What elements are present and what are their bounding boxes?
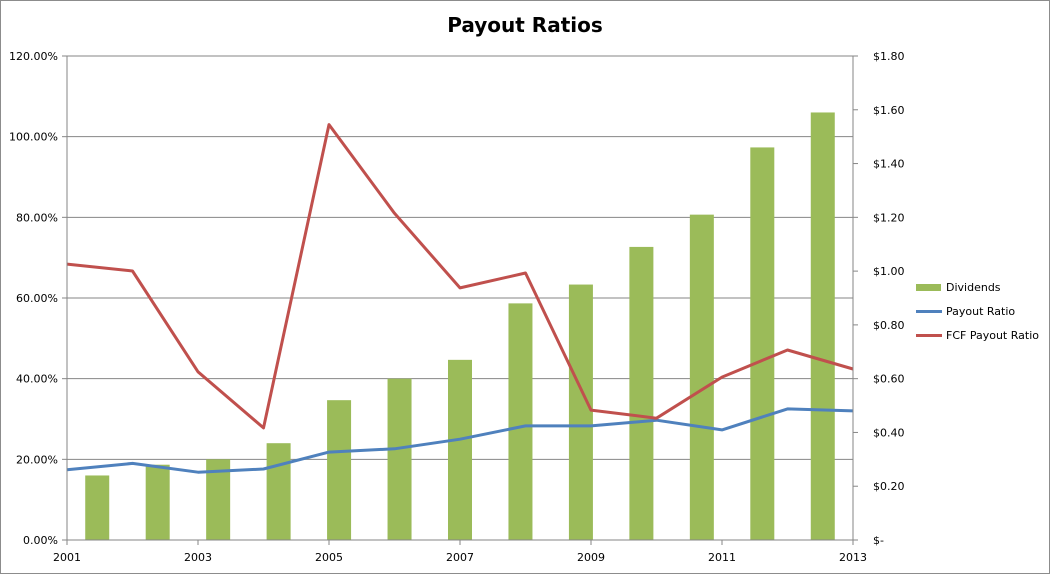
left-axis-label: 60.00% (16, 292, 58, 305)
bar-dividends (508, 303, 533, 540)
legend: Dividends Payout Ratio FCF Payout Ratio (916, 275, 1039, 347)
legend-item-payout-ratio: Payout Ratio (916, 299, 1039, 323)
bar-dividends (85, 475, 110, 540)
x-axis-label: 2009 (577, 551, 605, 564)
bar-dividends (689, 214, 714, 540)
left-axis-label: 120.00% (9, 50, 58, 63)
bar-dividends (145, 464, 170, 540)
right-axis-label: $0.20 (873, 480, 905, 493)
left-axis-label: 80.00% (16, 211, 58, 224)
left-axis-label: 20.00% (16, 453, 58, 466)
x-axis-label: 2001 (53, 551, 81, 564)
x-axis-label: 2011 (708, 551, 736, 564)
legend-label: Dividends (946, 280, 1001, 294)
chart-title: Payout Ratios (447, 13, 603, 37)
right-axis-label: $1.60 (873, 104, 905, 117)
bar-dividends (750, 147, 775, 540)
legend-swatch-fcf-payout-ratio (916, 333, 942, 337)
legend-label: Payout Ratio (946, 304, 1016, 318)
bar-dividends (568, 284, 593, 540)
right-axis-label: $1.20 (873, 211, 905, 224)
left-axis-label: 40.00% (16, 373, 58, 386)
legend-item-fcf-payout-ratio: FCF Payout Ratio (916, 323, 1039, 347)
line-payout-ratio (66, 407, 854, 474)
legend-label: FCF Payout Ratio (946, 328, 1039, 342)
right-axis-label: $0.40 (873, 426, 905, 439)
x-axis-label: 2007 (446, 551, 474, 564)
legend-swatch-payout-ratio (916, 309, 942, 313)
bar-dividends (266, 443, 291, 540)
bar-dividends (629, 246, 654, 540)
bar-dividends (327, 400, 352, 540)
right-axis-label: $1.40 (873, 158, 905, 171)
bar-dividends (448, 359, 472, 540)
right-axis-label: $0.60 (873, 373, 905, 386)
left-axis-label: 0.00% (23, 534, 58, 547)
x-axis-label: 2003 (184, 551, 212, 564)
legend-swatch-dividends (916, 283, 941, 291)
right-axis-label: $0.80 (873, 319, 905, 332)
line-fcf-payout-ratio (66, 123, 854, 430)
x-axis-label: 2013 (839, 551, 867, 564)
x-axis-label: 2005 (315, 551, 343, 564)
left-axis-label: 100.00% (9, 131, 58, 144)
right-axis-label: $- (873, 534, 884, 547)
right-axis-label: $1.80 (873, 50, 905, 63)
right-axis-label: $1.00 (873, 265, 905, 278)
bar-dividends (810, 112, 835, 540)
bar-dividends (387, 378, 412, 540)
legend-item-dividends: Dividends (916, 275, 1039, 299)
